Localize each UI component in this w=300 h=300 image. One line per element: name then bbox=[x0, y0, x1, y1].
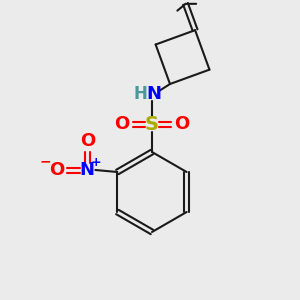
Text: O: O bbox=[80, 132, 95, 150]
Text: N: N bbox=[80, 161, 95, 179]
Text: S: S bbox=[145, 115, 159, 134]
Text: O: O bbox=[49, 161, 64, 179]
Text: +: + bbox=[91, 155, 102, 169]
Text: O: O bbox=[114, 115, 130, 133]
Text: −: − bbox=[40, 154, 51, 168]
Text: O: O bbox=[174, 115, 190, 133]
Text: N: N bbox=[146, 85, 161, 103]
Text: H: H bbox=[133, 85, 147, 103]
